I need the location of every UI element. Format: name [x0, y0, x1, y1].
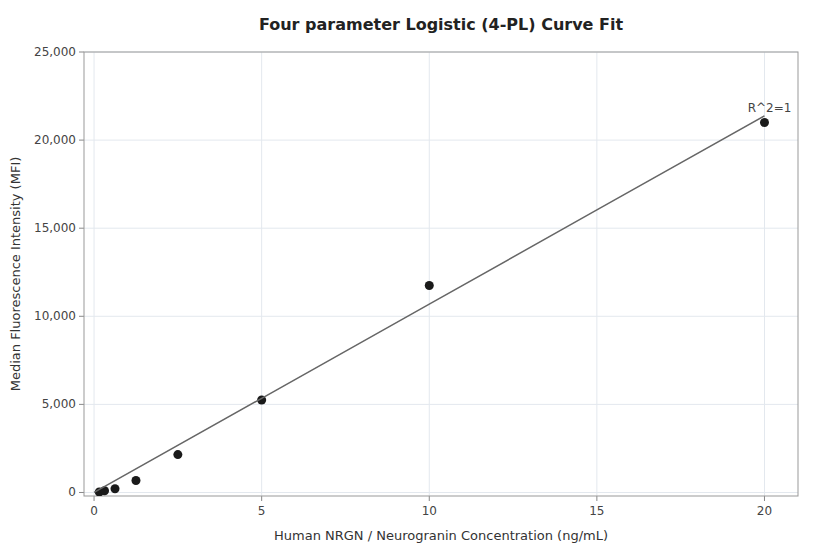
x-tick	[261, 496, 262, 501]
y-grid-line	[84, 404, 798, 405]
y-tick-label: 0	[68, 485, 76, 499]
plot-frame	[84, 52, 798, 496]
x-tick-label: 0	[90, 504, 98, 518]
y-tick-label: 20,000	[34, 133, 76, 147]
y-tick	[79, 316, 84, 317]
x-grid-line	[429, 52, 430, 496]
y-grid-line	[84, 140, 798, 141]
scatter-point	[111, 484, 120, 493]
y-grid-line	[84, 316, 798, 317]
x-tick	[764, 496, 765, 501]
x-tick	[94, 496, 95, 501]
y-tick	[79, 404, 84, 405]
axes: 0 5 10 15 20 0 5,000 10,000 15,000 20,000 25,000	[34, 45, 798, 518]
x-tick	[429, 496, 430, 501]
plot-data	[94, 116, 769, 496]
annotation: R^2=1	[748, 101, 792, 115]
y-tick-label: 5,000	[42, 397, 76, 411]
y-tick	[79, 140, 84, 141]
fit-line	[94, 116, 764, 493]
x-grid-line	[596, 52, 597, 496]
y-grid-line	[84, 228, 798, 229]
scatter-point	[131, 476, 140, 485]
y-tick-label: 10,000	[34, 309, 76, 323]
y-grid-line	[84, 492, 798, 493]
x-tick-label: 20	[757, 504, 772, 518]
x-grid-line	[94, 52, 95, 496]
x-tick	[596, 496, 597, 501]
y-tick-label: 25,000	[34, 45, 76, 59]
scatter-point	[173, 450, 182, 459]
x-tick-label: 15	[589, 504, 604, 518]
x-axis-label: Human NRGN / Neurogranin Concentration (…	[274, 528, 608, 543]
x-tick-label: 10	[422, 504, 437, 518]
y-tick	[79, 228, 84, 229]
grid	[84, 52, 798, 496]
scatter-point	[760, 118, 769, 127]
scatter-point	[425, 281, 434, 290]
y-tick-label: 15,000	[34, 221, 76, 235]
y-axis-label: Median Fluorescence Intensity (MFI)	[8, 157, 23, 392]
y-tick	[79, 492, 84, 493]
x-tick-label: 5	[258, 504, 266, 518]
title: Four parameter Logistic (4-PL) Curve Fit	[259, 15, 624, 34]
x-grid-line	[261, 52, 262, 496]
background	[0, 0, 832, 560]
y-tick	[79, 52, 84, 53]
chart: 0 5 10 15 20 0 5,000 10,000 15,000 20,000 25,000 R^…	[0, 0, 832, 560]
